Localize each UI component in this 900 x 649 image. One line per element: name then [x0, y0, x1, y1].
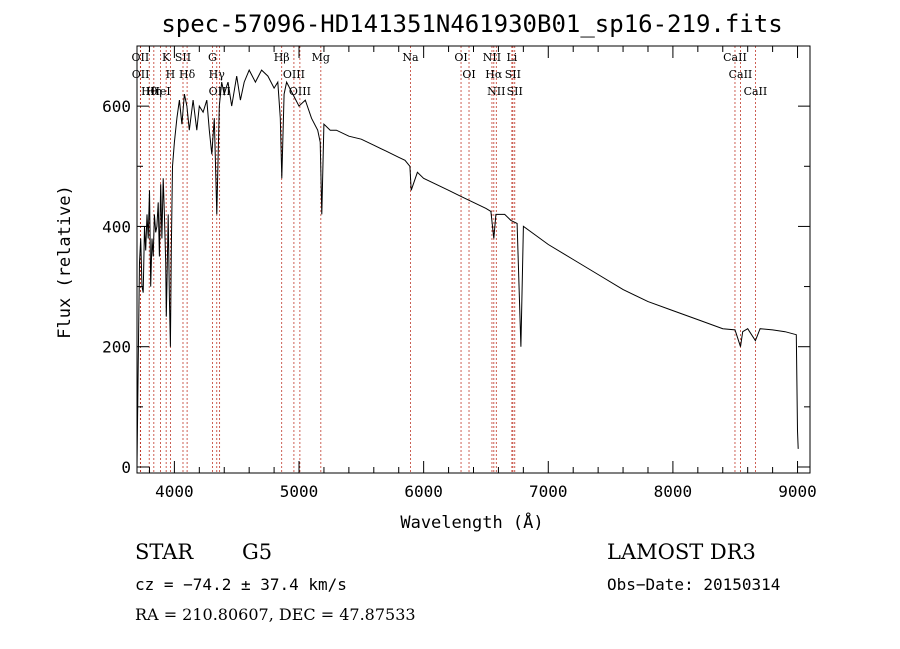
- spectral-line-markers: [139, 46, 756, 473]
- y-axis-ticks: 0 200 400 600: [102, 45, 810, 477]
- x-tick-label: 4000: [155, 482, 194, 501]
- plot-frame: [136, 45, 811, 474]
- x-tick-label: 6000: [404, 482, 443, 501]
- x-tick-label: 7000: [529, 482, 568, 501]
- x-tick-label: 8000: [654, 482, 693, 501]
- spectral-line-label: Hα: [485, 68, 503, 81]
- x-tick-label: 5000: [280, 482, 319, 501]
- spectral-line-label: NII: [487, 85, 505, 98]
- y-tick-label: 600: [102, 97, 131, 116]
- spectral-line-label: OIII: [283, 68, 305, 81]
- spectral-line-label: OI: [454, 51, 467, 64]
- chart-title: spec-57096-HD141351N461930B01_sp16-219.f…: [161, 10, 782, 38]
- y-tick-label: 200: [102, 338, 131, 357]
- redshift-velocity: cz = −74.2 ± 37.4 km/s: [135, 575, 347, 594]
- spectral-line-label: NII: [483, 51, 501, 64]
- y-tick-label: 400: [102, 217, 131, 236]
- spectral-line-label: OIII: [209, 85, 231, 98]
- spectral-line-label: SII: [175, 51, 191, 64]
- spectral-line-label: CaII: [744, 85, 768, 98]
- spectral-line-label: Hβ: [274, 51, 290, 64]
- object-subclass: G5: [242, 540, 272, 564]
- survey-name: LAMOST DR3: [607, 540, 756, 564]
- spectral-line-label: K: [162, 51, 171, 64]
- spectral-line-label: OII: [132, 68, 150, 81]
- spectral-line-label: OII: [132, 51, 150, 64]
- x-tick-label: 9000: [778, 482, 817, 501]
- spectral-line-label: SII: [505, 68, 521, 81]
- spectral-line-label: Hδ: [179, 68, 196, 81]
- coordinates: RA = 210.80607, DEC = 47.87533: [135, 605, 416, 624]
- spectral-line-label: Hθ: [141, 85, 158, 98]
- y-tick-label: 0: [121, 458, 131, 477]
- spectral-line-label: OI: [462, 68, 475, 81]
- spectral-line-label: Li: [506, 51, 517, 64]
- spectral-line-label: Na: [402, 51, 419, 64]
- spectral-line-label: CaII: [723, 51, 747, 64]
- observation-date: Obs−Date: 20150314: [607, 575, 780, 594]
- spectral-line-label: SII: [507, 85, 523, 98]
- x-axis-label: Wavelength (Å): [400, 511, 543, 533]
- spectral-line-label: HeI: [150, 85, 170, 98]
- object-class: STAR: [135, 540, 194, 564]
- y-axis-label: Flux (relative): [55, 185, 75, 339]
- x-axis-ticks: 4000 5000 6000 7000 8000 9000: [148, 46, 817, 501]
- spectral-line-label: Hη: [146, 85, 162, 98]
- spectral-line-label: Hγ: [209, 68, 226, 81]
- spectral-line-label: G: [208, 51, 217, 64]
- spectral-line-label: OIII: [289, 85, 311, 98]
- spectrum-series: [136, 68, 799, 468]
- spectral-line-label: Mg: [312, 51, 330, 64]
- spectral-line-label: H: [166, 68, 176, 81]
- spectral-line-label: CaII: [729, 68, 753, 81]
